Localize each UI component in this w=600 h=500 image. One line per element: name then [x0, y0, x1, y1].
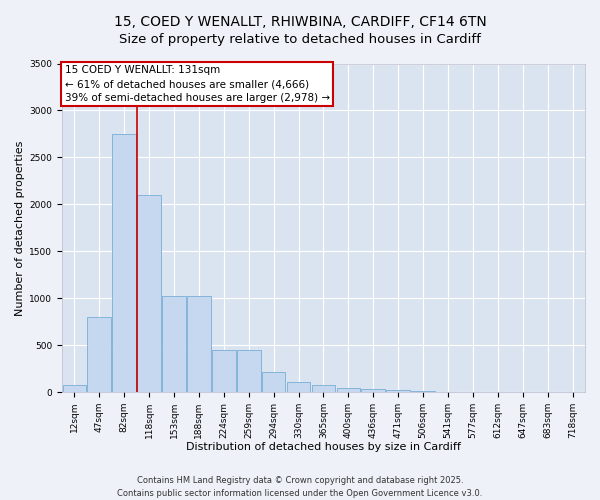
- Y-axis label: Number of detached properties: Number of detached properties: [15, 140, 25, 316]
- Bar: [361, 390, 385, 392]
- Bar: [187, 296, 211, 392]
- Text: 15 COED Y WENALLT: 131sqm
← 61% of detached houses are smaller (4,666)
39% of se: 15 COED Y WENALLT: 131sqm ← 61% of detac…: [65, 65, 329, 103]
- Bar: [262, 372, 286, 392]
- Bar: [337, 388, 360, 392]
- Bar: [212, 350, 236, 392]
- X-axis label: Distribution of detached houses by size in Cardiff: Distribution of detached houses by size …: [186, 442, 461, 452]
- Bar: [311, 384, 335, 392]
- Bar: [386, 390, 410, 392]
- Bar: [137, 195, 161, 392]
- Bar: [287, 382, 310, 392]
- Text: Contains HM Land Registry data © Crown copyright and database right 2025.
Contai: Contains HM Land Registry data © Crown c…: [118, 476, 482, 498]
- Text: Size of property relative to detached houses in Cardiff: Size of property relative to detached ho…: [119, 32, 481, 46]
- Text: 15, COED Y WENALLT, RHIWBINA, CARDIFF, CF14 6TN: 15, COED Y WENALLT, RHIWBINA, CARDIFF, C…: [113, 15, 487, 29]
- Bar: [237, 350, 260, 392]
- Bar: [112, 134, 136, 392]
- Bar: [62, 384, 86, 392]
- Bar: [162, 296, 186, 392]
- Bar: [88, 317, 111, 392]
